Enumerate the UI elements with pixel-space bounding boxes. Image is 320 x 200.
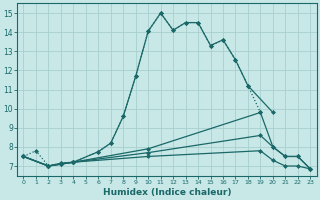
X-axis label: Humidex (Indice chaleur): Humidex (Indice chaleur)	[103, 188, 231, 197]
